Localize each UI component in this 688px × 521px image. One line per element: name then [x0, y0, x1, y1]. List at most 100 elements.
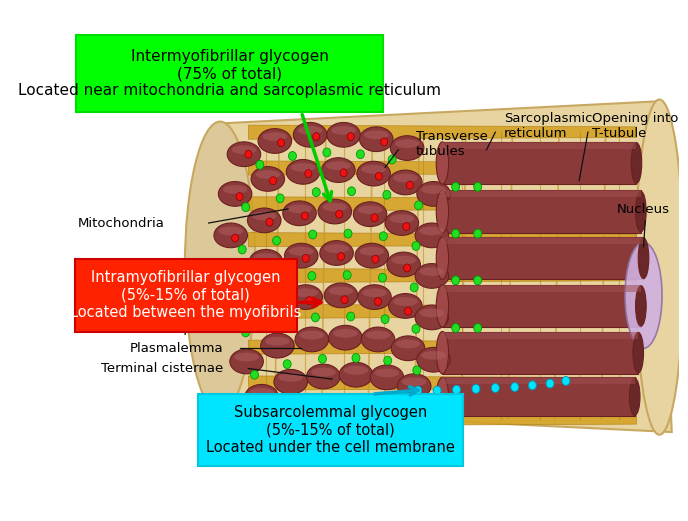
Ellipse shape [295, 327, 329, 352]
Ellipse shape [274, 369, 308, 394]
Ellipse shape [395, 139, 420, 148]
Ellipse shape [323, 148, 331, 157]
Ellipse shape [337, 253, 345, 260]
Ellipse shape [417, 348, 451, 372]
Ellipse shape [390, 135, 424, 160]
Ellipse shape [436, 285, 449, 327]
Ellipse shape [474, 324, 482, 332]
Ellipse shape [272, 278, 281, 287]
Ellipse shape [380, 138, 388, 146]
Ellipse shape [391, 336, 424, 361]
Polygon shape [442, 285, 641, 327]
Ellipse shape [421, 185, 446, 194]
Ellipse shape [376, 172, 383, 180]
Text: Nucleus: Nucleus [617, 203, 670, 216]
Polygon shape [248, 232, 636, 247]
Ellipse shape [329, 325, 362, 350]
Ellipse shape [340, 169, 347, 177]
Text: Sarcoplasm: Sarcoplasm [147, 322, 224, 336]
Ellipse shape [391, 256, 416, 265]
Ellipse shape [389, 214, 414, 223]
Ellipse shape [319, 354, 326, 363]
Ellipse shape [301, 212, 308, 220]
Ellipse shape [326, 162, 351, 170]
Ellipse shape [277, 139, 285, 147]
Ellipse shape [410, 283, 418, 292]
Ellipse shape [364, 130, 389, 139]
Ellipse shape [436, 377, 449, 416]
Text: Subsarcolemmal glycogen
(5%-15% of total)
Located under the cell membrane: Subsarcolemmal glycogen (5%-15% of total… [206, 405, 455, 455]
Ellipse shape [333, 329, 358, 338]
Ellipse shape [265, 337, 290, 345]
Ellipse shape [510, 382, 519, 391]
Ellipse shape [347, 133, 354, 141]
Text: Mitochondria: Mitochondria [78, 217, 164, 230]
Ellipse shape [320, 241, 354, 265]
Ellipse shape [241, 328, 250, 337]
Ellipse shape [241, 203, 250, 212]
Ellipse shape [433, 386, 441, 395]
Polygon shape [248, 340, 636, 354]
Ellipse shape [472, 384, 480, 393]
Polygon shape [248, 376, 636, 390]
Ellipse shape [370, 365, 404, 390]
Ellipse shape [631, 143, 642, 183]
Ellipse shape [417, 181, 451, 206]
Ellipse shape [293, 122, 327, 147]
Ellipse shape [283, 359, 291, 368]
Ellipse shape [217, 265, 250, 290]
Polygon shape [442, 237, 643, 279]
Ellipse shape [358, 205, 383, 214]
Ellipse shape [405, 307, 411, 315]
Ellipse shape [218, 227, 243, 235]
Ellipse shape [420, 267, 444, 276]
Polygon shape [442, 285, 641, 292]
Ellipse shape [332, 126, 356, 135]
Ellipse shape [415, 201, 422, 210]
Ellipse shape [218, 181, 252, 206]
Ellipse shape [372, 255, 379, 263]
Ellipse shape [366, 331, 390, 340]
Ellipse shape [221, 308, 255, 332]
Ellipse shape [393, 297, 418, 306]
Ellipse shape [289, 285, 323, 309]
Ellipse shape [185, 121, 255, 413]
Ellipse shape [309, 230, 316, 239]
Ellipse shape [415, 264, 449, 288]
Ellipse shape [406, 181, 413, 189]
Ellipse shape [389, 293, 422, 318]
Ellipse shape [378, 274, 387, 282]
Ellipse shape [402, 377, 427, 386]
Polygon shape [248, 268, 636, 282]
Ellipse shape [396, 340, 420, 348]
Ellipse shape [452, 276, 460, 285]
Ellipse shape [285, 243, 318, 268]
Ellipse shape [251, 167, 285, 191]
Ellipse shape [343, 366, 368, 375]
Ellipse shape [420, 227, 444, 235]
Ellipse shape [230, 349, 264, 374]
Ellipse shape [238, 287, 246, 295]
Ellipse shape [388, 155, 396, 164]
Ellipse shape [362, 288, 387, 297]
Ellipse shape [374, 297, 382, 305]
Ellipse shape [638, 238, 649, 279]
Ellipse shape [412, 242, 420, 251]
Ellipse shape [361, 327, 395, 352]
Ellipse shape [254, 292, 287, 317]
FancyBboxPatch shape [76, 35, 383, 112]
Ellipse shape [252, 212, 277, 220]
Ellipse shape [327, 122, 361, 147]
Ellipse shape [360, 127, 393, 152]
Ellipse shape [415, 305, 449, 330]
Ellipse shape [236, 193, 243, 201]
Ellipse shape [329, 287, 354, 295]
Ellipse shape [249, 250, 283, 274]
Ellipse shape [420, 308, 444, 317]
Ellipse shape [287, 204, 312, 213]
Ellipse shape [636, 286, 646, 326]
Ellipse shape [474, 276, 482, 285]
Polygon shape [217, 101, 671, 432]
Ellipse shape [633, 332, 643, 373]
Ellipse shape [402, 222, 410, 230]
